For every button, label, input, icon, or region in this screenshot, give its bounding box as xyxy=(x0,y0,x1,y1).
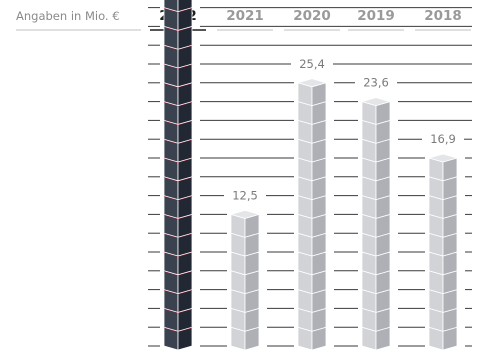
year-label-2019: 2019 xyxy=(357,8,395,24)
bar-top xyxy=(229,209,261,219)
year-label-2018: 2018 xyxy=(424,8,462,24)
bar-2020 xyxy=(296,78,328,351)
bar-2021 xyxy=(229,209,261,351)
bar-top xyxy=(360,97,392,107)
bar-cube-side xyxy=(177,0,193,13)
value-labels: 35,112,525,423,616,9 xyxy=(232,57,456,203)
bar-top xyxy=(296,78,328,88)
bar-2018 xyxy=(427,153,459,351)
year-label-2021: 2021 xyxy=(226,8,264,24)
bars xyxy=(163,0,459,351)
year-label-2020: 2020 xyxy=(293,8,331,24)
value-label-2021: 12,5 xyxy=(232,188,258,202)
value-label-2018: 16,9 xyxy=(430,132,456,146)
bar-2022 xyxy=(163,0,193,351)
bar-top xyxy=(427,153,459,163)
bar-2019 xyxy=(360,97,392,351)
value-label-2020: 25,4 xyxy=(299,57,325,71)
bar-cube-front xyxy=(163,0,179,13)
gridlines xyxy=(148,7,472,347)
unit-label: Angaben in Mio. € xyxy=(16,9,120,23)
value-label-2019: 23,6 xyxy=(363,76,389,90)
